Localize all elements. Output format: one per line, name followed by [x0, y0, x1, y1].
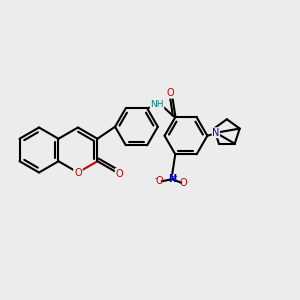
Text: O: O — [166, 88, 174, 98]
Text: O: O — [180, 178, 188, 188]
Text: O: O — [74, 167, 82, 178]
Text: N: N — [168, 174, 176, 184]
Text: N: N — [212, 128, 220, 138]
Text: NH: NH — [150, 100, 164, 109]
Text: O: O — [116, 169, 123, 179]
Text: +: + — [172, 174, 178, 180]
Text: -: - — [155, 174, 158, 183]
Text: O: O — [156, 176, 163, 186]
